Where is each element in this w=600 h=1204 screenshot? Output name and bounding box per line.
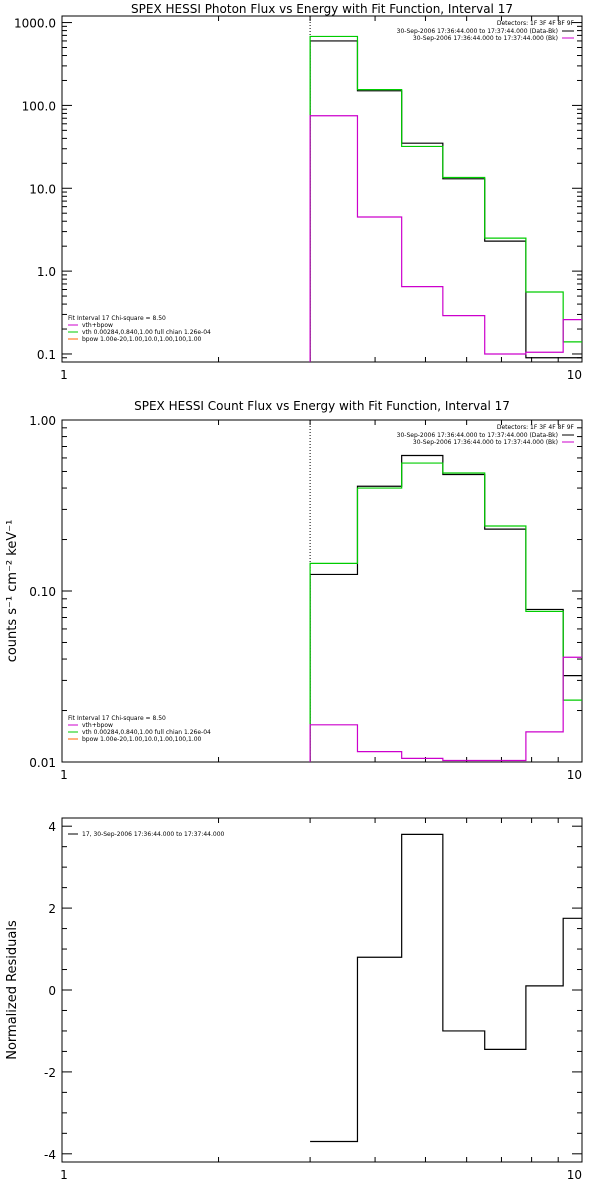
header-entry: 30-Sep-2006 17:36:44.000 to 17:37:44.000… (397, 28, 558, 35)
detectors-label: Detectors: 1F 3F 4F 8F 9F (497, 424, 575, 431)
y-tick-label: 0 (48, 984, 56, 998)
detectors-label: Detectors: 1F 3F 4F 8F 9F (497, 20, 575, 27)
series-fit-1 (309, 35, 582, 362)
series-data-1 (309, 40, 582, 362)
header-entry: 30-Sep-2006 17:36:44.000 to 17:37:44.000… (397, 432, 558, 439)
legend-entry: vth 0.00284,0.840,1.00 full chian 1.26e-… (82, 329, 211, 336)
y-tick-label: 0.10 (29, 585, 56, 599)
chart-title-1: SPEX HESSI Photon Flux vs Energy with Fi… (131, 2, 513, 16)
legend-entry: 17, 30-Sep-2006 17:36:44.000 to 17:37:44… (82, 831, 225, 838)
plot-frame-3 (61, 817, 583, 1163)
y-tick-label: -2 (44, 1066, 56, 1080)
y-tick-label: 0.01 (29, 756, 56, 770)
series-data-2 (309, 454, 582, 762)
x-tick-label: 1 (60, 1168, 68, 1182)
chart-title-2: SPEX HESSI Count Flux vs Energy with Fit… (134, 399, 510, 413)
legend-title: Fit Interval 17 Chi-square = 8.50 (68, 315, 166, 322)
y-tick-label: 0.1 (37, 348, 56, 362)
legend-entry: bpow 1.00e-20,1.00,10.0,1.00,100,1.00 (82, 336, 202, 343)
series-background-2 (309, 656, 582, 762)
y-tick-label: 10.0 (29, 182, 56, 196)
y-tick-label: -4 (44, 1148, 56, 1162)
y-axis-label-3: Normalized Residuals (5, 920, 20, 1060)
y-tick-label: 2 (48, 902, 56, 916)
header-entry: 30-Sep-2006 17:36:44.000 to 17:37:44.000… (413, 439, 558, 446)
legend-entry: vth+bpow (82, 322, 113, 329)
y-tick-label: 1000.0 (14, 17, 56, 31)
plot-frame-1 (61, 15, 583, 363)
y-tick-label: 4 (48, 820, 56, 834)
x-tick-label: 1 (60, 368, 68, 382)
plot-frame-2 (61, 419, 583, 763)
legend-entry: bpow 1.00e-20,1.00,10.0,1.00,100,1.00 (82, 736, 202, 743)
x-tick-label: 1 (60, 768, 68, 782)
series-background-1 (309, 115, 582, 362)
y-tick-label: 100.0 (22, 99, 56, 113)
header-entry: 30-Sep-2006 17:36:44.000 to 17:37:44.000… (413, 35, 558, 42)
x-tick-label: 10 (567, 1168, 582, 1182)
legend-entry: vth+bpow (82, 722, 113, 729)
y-tick-label: 1.0 (37, 265, 56, 279)
x-tick-label: 10 (567, 768, 582, 782)
series-fit-2 (309, 462, 582, 762)
series-residuals-3 (310, 833, 582, 1143)
x-tick-label: 10 (567, 368, 582, 382)
y-tick-label: 1.00 (29, 414, 56, 428)
y-axis-label-2: counts s⁻¹ cm⁻² keV⁻¹ (5, 520, 20, 663)
legend-entry: vth 0.00284,0.840,1.00 full chian 1.26e-… (82, 729, 211, 736)
legend-title: Fit Interval 17 Chi-square = 8.50 (68, 715, 166, 722)
